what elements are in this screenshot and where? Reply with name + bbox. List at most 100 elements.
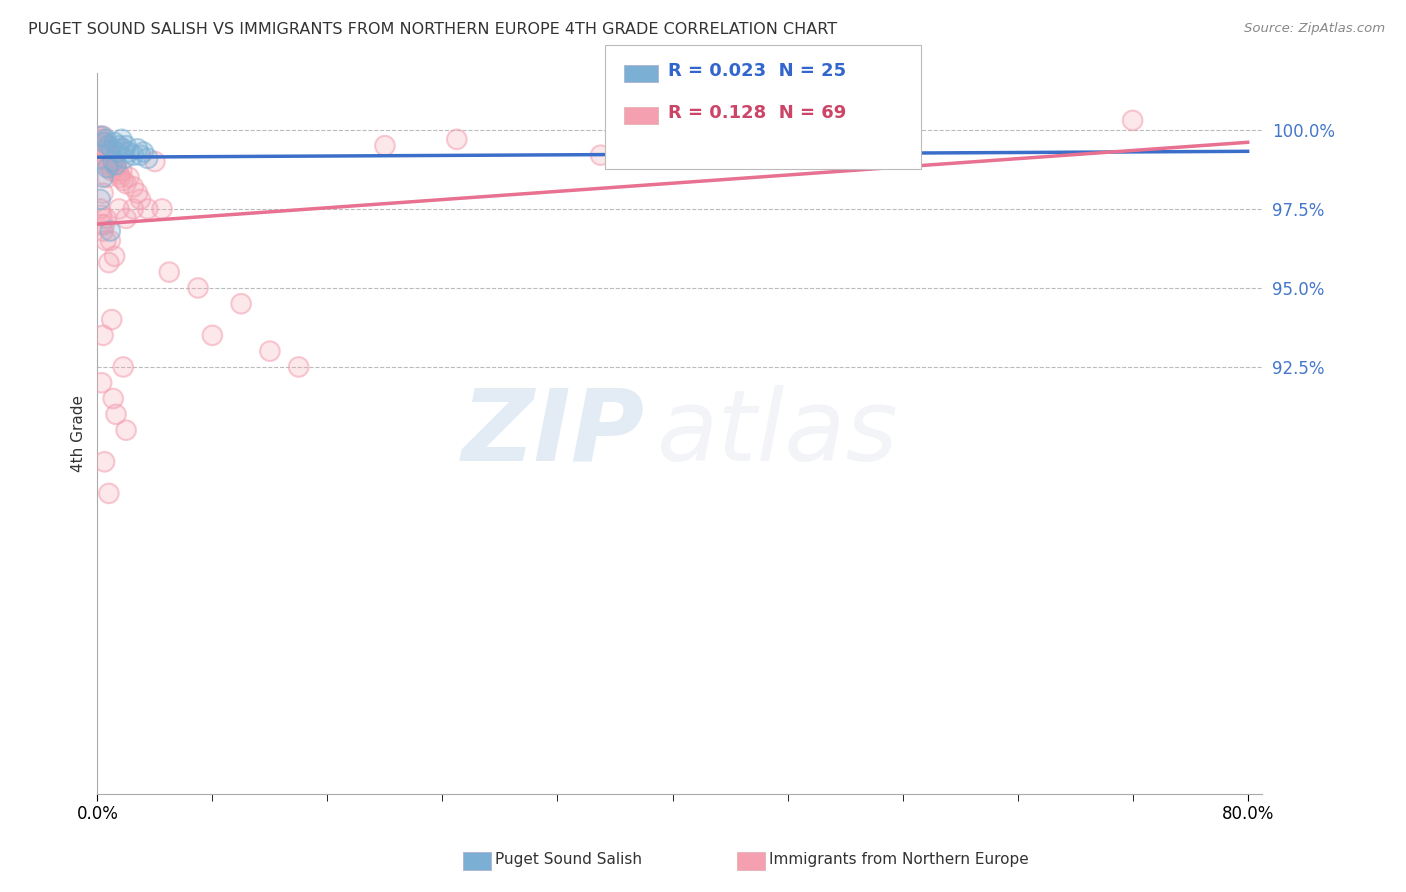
Point	[97, 158, 120, 172]
Point	[129, 148, 152, 162]
Point	[93, 136, 115, 150]
Point	[104, 158, 127, 172]
Point	[108, 167, 131, 181]
Point	[132, 145, 155, 159]
Point	[89, 193, 111, 207]
Point	[91, 129, 114, 144]
Point	[107, 164, 129, 178]
Point	[96, 142, 118, 156]
Point	[589, 148, 612, 162]
Point	[108, 142, 131, 156]
Point	[94, 151, 117, 165]
Point	[96, 154, 118, 169]
Point	[259, 344, 281, 359]
Point	[111, 164, 134, 178]
Point	[127, 186, 149, 200]
Point	[100, 142, 122, 156]
Point	[112, 142, 135, 156]
Point	[187, 281, 209, 295]
Point	[122, 202, 145, 216]
Point	[104, 158, 127, 172]
Point	[104, 136, 127, 150]
Point	[108, 167, 131, 181]
Point	[90, 376, 112, 390]
Point	[122, 202, 145, 216]
Point	[90, 376, 112, 390]
Point	[104, 136, 127, 150]
Point	[101, 392, 124, 406]
Point	[122, 179, 145, 194]
Point	[101, 154, 124, 169]
Point	[111, 164, 134, 178]
Point	[97, 138, 120, 153]
Point	[97, 145, 120, 159]
Point	[94, 234, 117, 248]
Point	[98, 234, 121, 248]
Point	[94, 151, 117, 165]
Point	[98, 161, 121, 175]
Point	[96, 170, 118, 185]
Point	[127, 186, 149, 200]
Point	[112, 173, 135, 187]
Point	[129, 148, 152, 162]
Point	[100, 151, 122, 165]
Text: R = 0.128  N = 69: R = 0.128 N = 69	[668, 104, 846, 122]
Point	[90, 132, 112, 146]
Point	[136, 202, 159, 216]
Text: Puget Sound Salish: Puget Sound Salish	[495, 853, 643, 867]
Point	[91, 129, 114, 144]
Point	[132, 145, 155, 159]
Point	[108, 138, 131, 153]
Point	[96, 170, 118, 185]
Point	[98, 148, 121, 162]
Point	[97, 486, 120, 500]
Point	[112, 173, 135, 187]
Point	[143, 154, 166, 169]
Point	[100, 142, 122, 156]
Point	[115, 211, 138, 226]
Point	[287, 359, 309, 374]
Point	[259, 344, 281, 359]
Point	[91, 145, 114, 159]
Point	[94, 132, 117, 146]
Point	[96, 161, 118, 175]
Point	[122, 148, 145, 162]
Point	[97, 486, 120, 500]
Point	[90, 132, 112, 146]
Point	[96, 142, 118, 156]
Point	[187, 281, 209, 295]
Point	[89, 202, 111, 216]
Point	[91, 328, 114, 343]
Point	[93, 455, 115, 469]
Point	[89, 136, 111, 150]
Point	[93, 136, 115, 150]
Point	[374, 138, 396, 153]
Point	[118, 145, 141, 159]
Point	[104, 249, 127, 263]
Point	[112, 142, 135, 156]
Point	[118, 170, 141, 185]
Point	[91, 145, 114, 159]
Point	[91, 186, 114, 200]
Text: ZIP: ZIP	[461, 384, 645, 482]
Point	[112, 359, 135, 374]
Point	[105, 408, 128, 422]
Point	[107, 145, 129, 159]
Point	[136, 151, 159, 165]
Point	[93, 148, 115, 162]
Text: R = 0.023  N = 25: R = 0.023 N = 25	[668, 62, 846, 80]
Point	[87, 129, 110, 144]
Point	[100, 312, 122, 326]
Point	[108, 202, 131, 216]
Point	[157, 265, 180, 279]
Point	[107, 145, 129, 159]
Point	[105, 158, 128, 172]
Text: Source: ZipAtlas.com: Source: ZipAtlas.com	[1244, 22, 1385, 36]
Point	[122, 148, 145, 162]
Point	[122, 179, 145, 194]
Point	[94, 138, 117, 153]
Point	[201, 328, 224, 343]
Point	[98, 224, 121, 238]
Point	[90, 218, 112, 232]
Point	[93, 148, 115, 162]
